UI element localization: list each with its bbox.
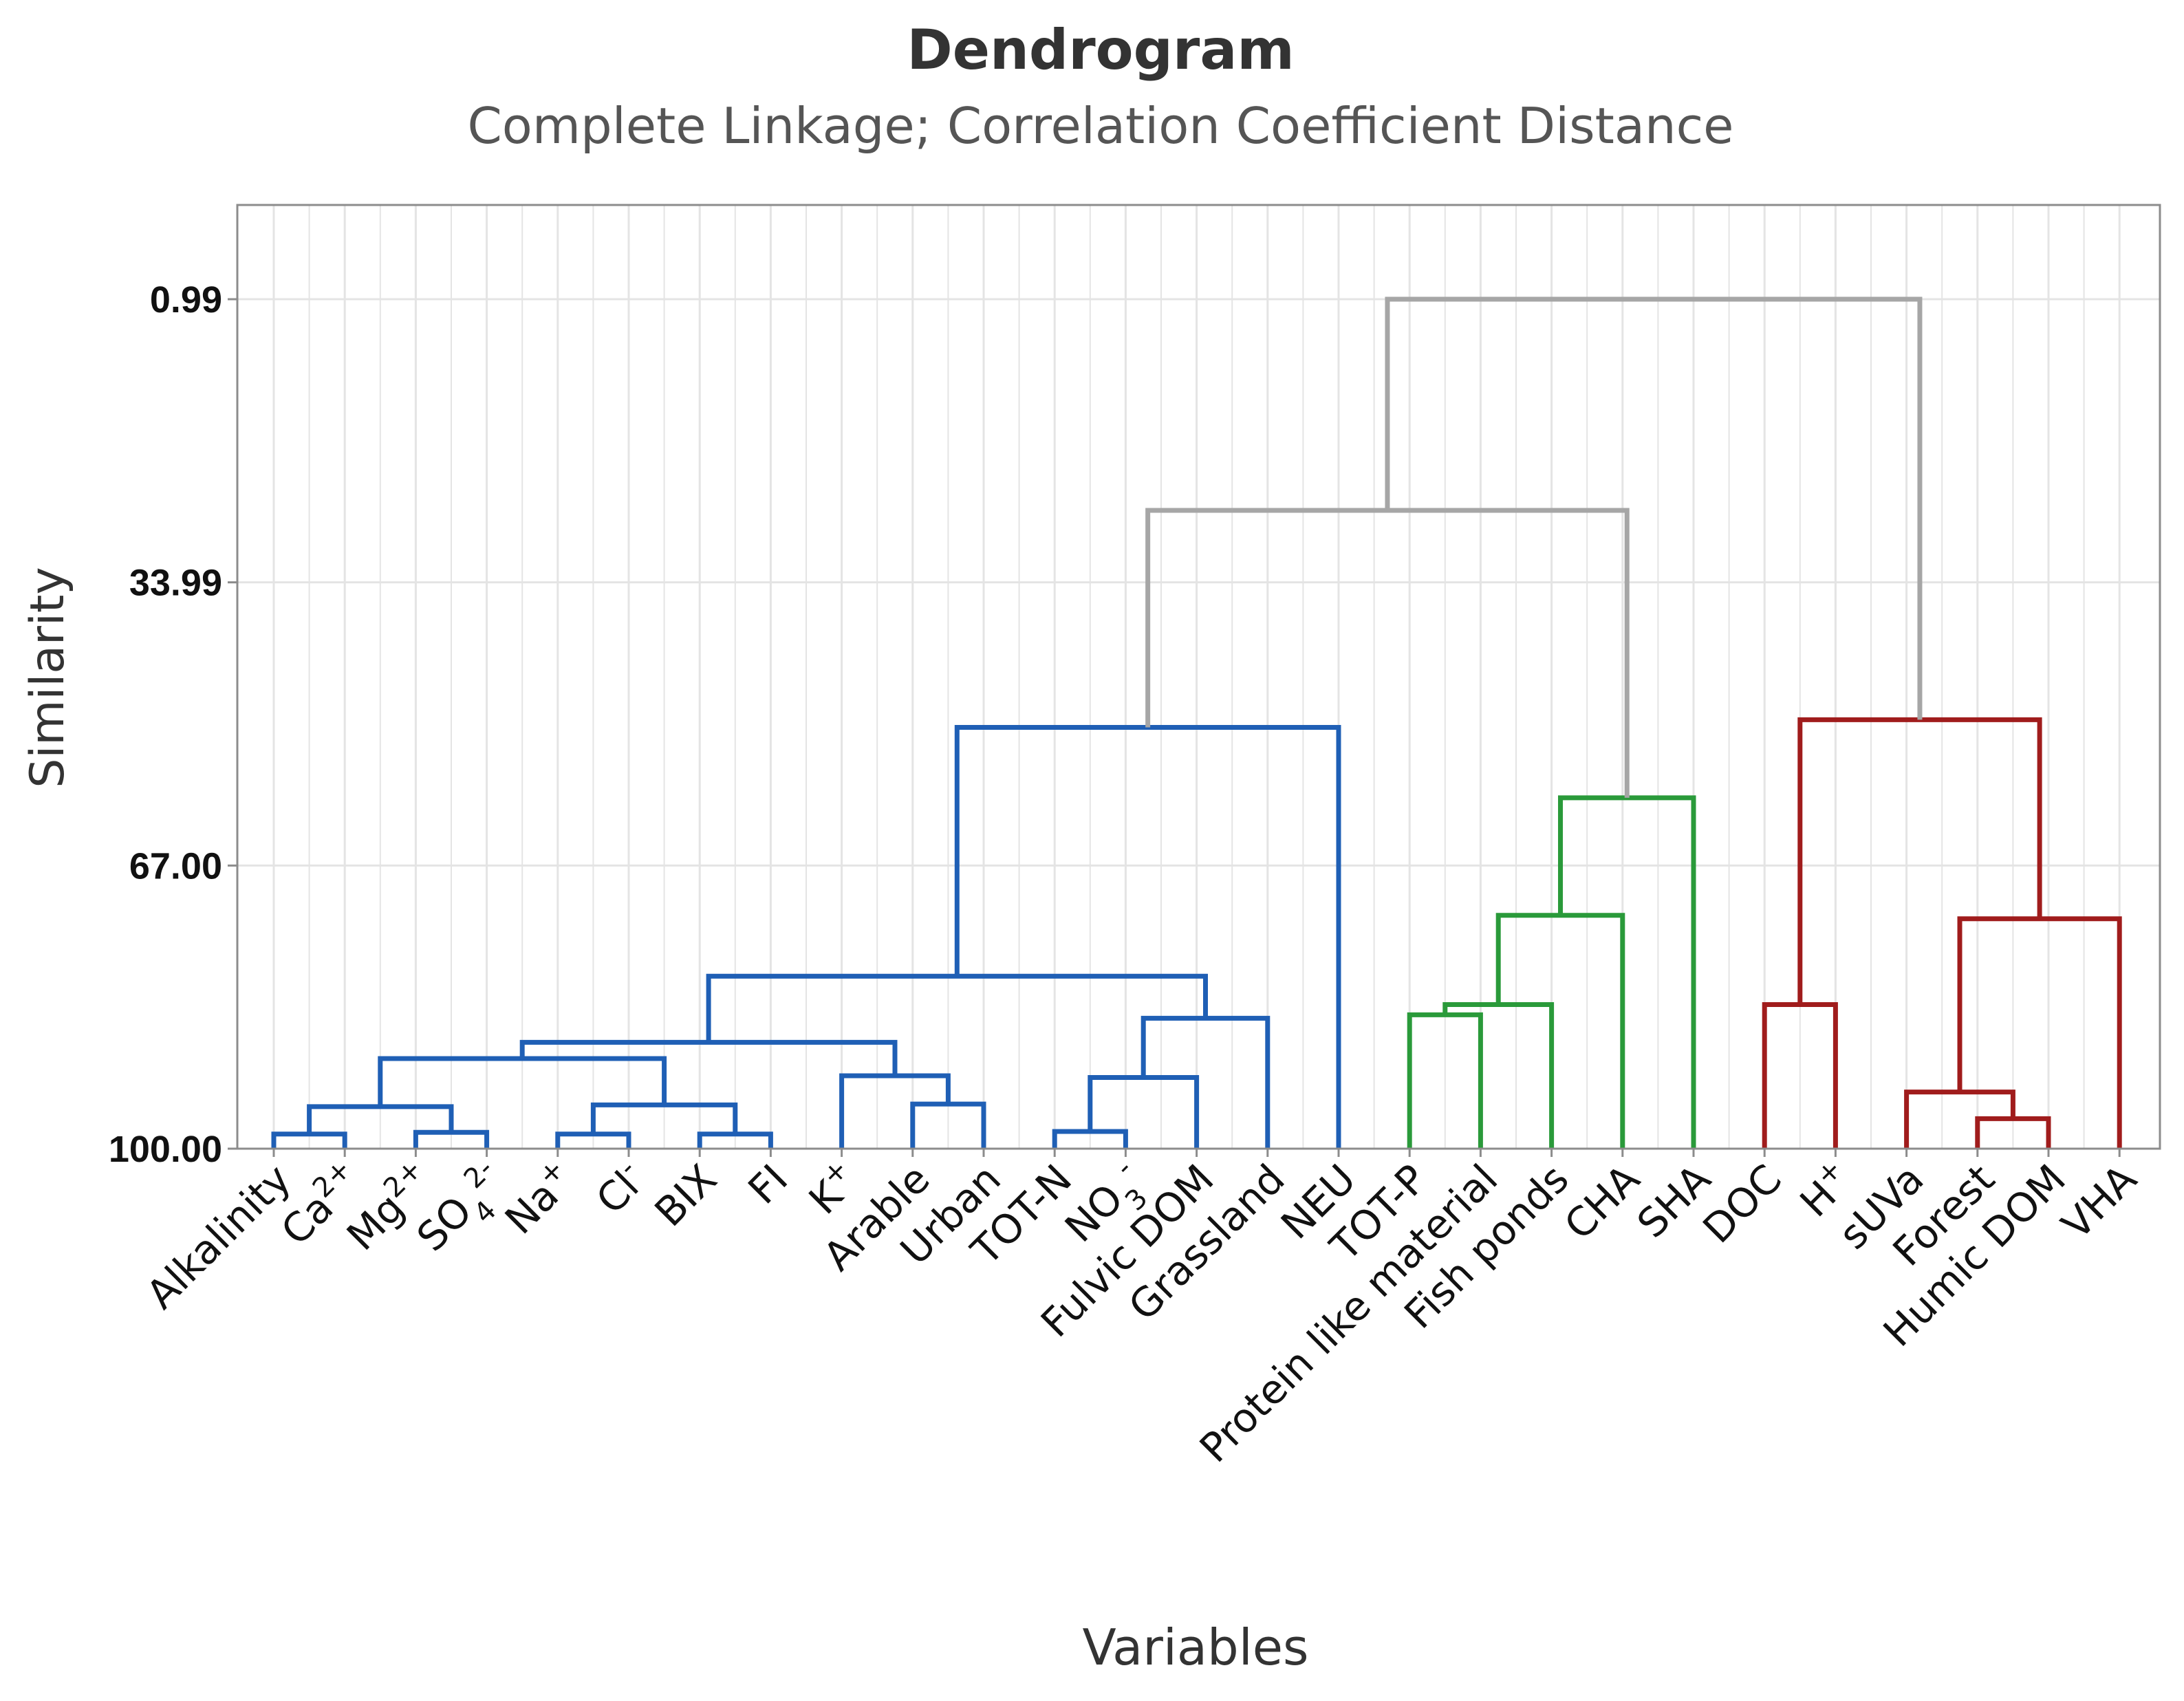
- y-axis-ticks: 0.99 33.99 67.00 100.00: [109, 279, 237, 1170]
- y-tick-label: 67.00: [129, 845, 222, 887]
- dendrogram-link-blue: [307, 1104, 454, 1134]
- dendrogram-link-blue: [590, 1102, 738, 1134]
- dendrogram-link-blue: [1088, 1074, 1200, 1149]
- x-tick-label: Alkalinity: [138, 1156, 300, 1318]
- x-tick-label: SHA: [1628, 1156, 1720, 1247]
- dendrogram-link-blue: [378, 1056, 667, 1107]
- dendrogram-link-blue: [706, 973, 1208, 1043]
- dendrogram-link-blue: [271, 1131, 347, 1149]
- chart-subtitle: Complete Linkage; Correlation Coefficien…: [468, 97, 1734, 155]
- chart-title: Dendrogram: [907, 18, 1294, 82]
- dendrogram-link-red: [1957, 916, 2122, 1149]
- dendrogram-link-blue: [697, 1131, 773, 1149]
- x-tick-label: DOC: [1694, 1156, 1791, 1253]
- x-axis-title: Variables: [1082, 1618, 1308, 1676]
- dendrogram-link-green: [1495, 913, 1625, 1149]
- y-tick-label: 100.00: [109, 1129, 222, 1170]
- dendrogram-links: [271, 296, 2122, 1149]
- grid: [237, 205, 2160, 1150]
- dendrogram-link-green: [1442, 1001, 1555, 1149]
- x-tick-label: CHA: [1555, 1156, 1649, 1249]
- dendrogram-link-blue: [954, 725, 1341, 1149]
- dendrogram-link-blue: [839, 1073, 951, 1149]
- dendrogram-link-red: [1762, 1001, 1838, 1149]
- y-axis-title: Similarity: [21, 567, 75, 788]
- x-tick-label: Cl-: [585, 1153, 655, 1223]
- plot-frame: [236, 204, 2161, 1150]
- dendrogram-link-gray: [1145, 508, 1630, 798]
- x-tick-label: FI: [739, 1156, 797, 1213]
- dendrogram-link-red: [1797, 717, 2042, 1005]
- x-tick-label: BIX: [646, 1156, 726, 1235]
- dendrogram-link-gray: [1385, 296, 1923, 720]
- dendrogram-link-green: [1558, 795, 1696, 1149]
- y-tick-label: 0.99: [150, 279, 222, 321]
- dendrogram-link-blue: [555, 1131, 631, 1149]
- dendrogram-link-blue: [1140, 1015, 1271, 1149]
- y-tick-label: 33.99: [129, 563, 222, 604]
- x-tick-label: Na+: [494, 1153, 584, 1243]
- dendrogram-link-blue: [519, 1039, 898, 1076]
- x-tick-label: VHA: [2053, 1156, 2145, 1248]
- dendrogram-link-blue: [910, 1101, 986, 1149]
